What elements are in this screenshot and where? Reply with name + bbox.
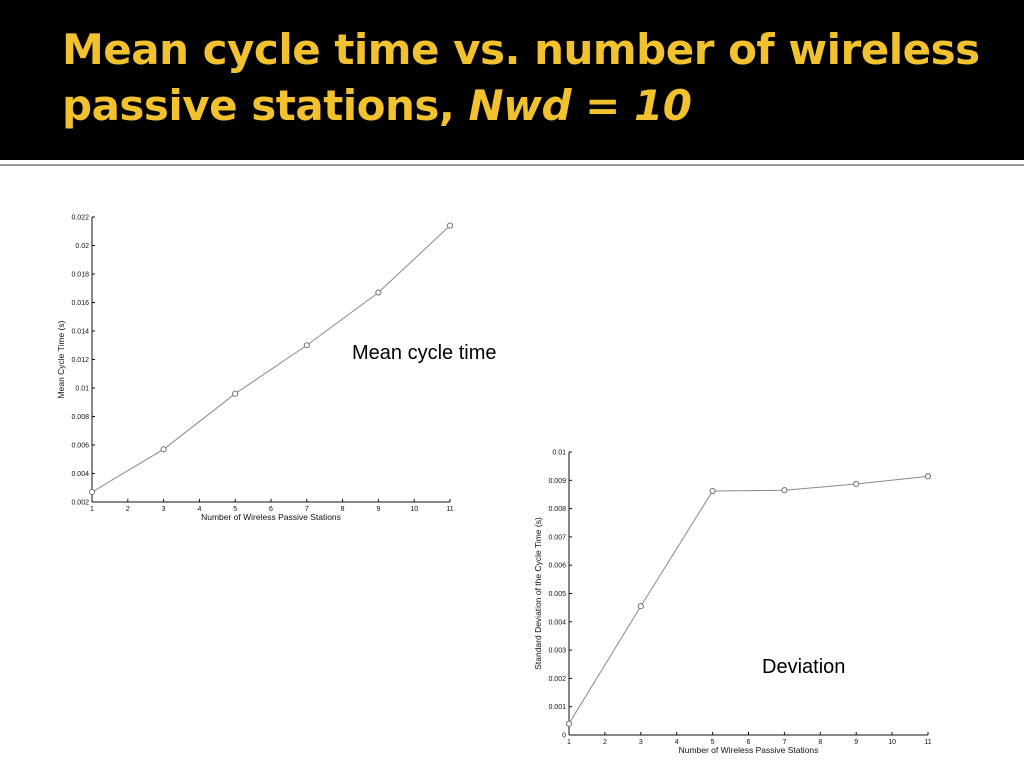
data-point	[160, 446, 167, 453]
x-tick-label: 7	[305, 506, 309, 513]
data-point	[781, 487, 788, 494]
y-tick-label: 0.001	[548, 704, 566, 711]
y-tick-label: 0.004	[71, 471, 89, 478]
data-point	[637, 603, 644, 610]
x-tick-label: 8	[818, 739, 822, 746]
x-tick-label: 3	[639, 739, 643, 746]
slide-title-italic: Nwd = 10	[468, 81, 692, 130]
x-tick-label: 3	[162, 506, 166, 513]
mean-cycle-time-chart: 1 2 3 4 5 6 7 8 9 10 11 0.002 0.004 0.006 0.008 0.01 0.0…	[56, 215, 454, 523]
y-tick-label: 0.002	[71, 500, 89, 507]
y-tick-label: 0.006	[71, 443, 89, 450]
slide-title: Mean cycle time vs. number of wireless p…	[62, 22, 1002, 134]
x-tick-label: 4	[197, 506, 201, 513]
y-axis-label: Mean Cycle Time (s)	[56, 320, 66, 398]
series-line	[91, 225, 451, 493]
y-tick-label: 0.008	[548, 506, 566, 513]
x-tick-label: 8	[341, 506, 345, 513]
x-tick-label: 1	[90, 506, 94, 513]
mean-cycle-time-callout: Mean cycle time	[352, 342, 497, 364]
data-point	[303, 342, 310, 349]
data-point	[709, 488, 716, 495]
x-tick-label: 2	[126, 506, 130, 513]
series-line	[568, 475, 929, 724]
data-point	[375, 289, 382, 296]
y-tick-label: 0.01	[552, 450, 566, 457]
x-tick-label: 6	[747, 739, 751, 746]
x-tick-label: 5	[711, 739, 715, 746]
x-tick-label: 9	[376, 506, 380, 513]
data-point	[88, 488, 96, 496]
x-tick-label: 10	[888, 739, 896, 746]
slide-title-main: Mean cycle time vs. number of wireless p…	[62, 25, 980, 130]
x-tick-label: 11	[446, 506, 453, 513]
y-tick-label: 0.016	[71, 300, 89, 307]
title-bar: Mean cycle time vs. number of wireless p…	[0, 0, 1024, 160]
y-tick-label: 0.006	[548, 563, 566, 570]
x-tick-label: 7	[782, 739, 786, 746]
x-tick-label: 9	[854, 739, 858, 746]
y-tick-label: 0	[562, 733, 566, 740]
y-tick-label: 0.003	[548, 648, 566, 655]
x-tick-label: 10	[410, 506, 418, 513]
y-tick-label: 0.01	[75, 386, 89, 393]
x-axis-label: Number of Wireless Passive Stations	[679, 745, 819, 755]
data-point	[446, 222, 454, 229]
y-axis-label: Standard Deviation of the Cycle Time (s)	[533, 517, 543, 670]
data-point	[853, 480, 860, 488]
x-axis-label: Number of Wireless Passive Stations	[201, 512, 341, 522]
x-tick-label: 6	[269, 506, 273, 513]
y-tick-label: 0.02	[75, 243, 89, 250]
y-tick-label: 0.004	[548, 619, 566, 626]
slide-content: 1 2 3 4 5 6 7 8 9 10 11 0.002 0.004 0.006 0.008 0.01 0.0…	[0, 168, 1024, 768]
x-tick-label: 5	[233, 506, 237, 513]
y-tick-label: 0.002	[548, 676, 566, 683]
y-tick-label: 0.018	[71, 272, 89, 279]
deviation-callout: Deviation	[762, 656, 846, 678]
x-tick-label: 11	[924, 739, 931, 746]
y-tick-label: 0.014	[71, 329, 89, 336]
data-point	[924, 473, 932, 480]
y-tick-label: 0.007	[548, 534, 566, 541]
title-divider-line	[0, 164, 1024, 166]
data-point	[565, 720, 573, 727]
y-tick-label: 0.012	[71, 357, 89, 364]
y-tick-label: 0.008	[71, 414, 89, 421]
y-tick-label: 0.005	[548, 591, 566, 598]
deviation-chart: 1 2 3 4 5 6 7 8 9 10 11 0 0.001 0.002 0.003 0.004 0.005 0…	[533, 450, 932, 756]
y-tick-label: 0.009	[548, 478, 566, 485]
x-tick-label: 4	[675, 739, 679, 746]
x-tick-label: 2	[603, 739, 607, 746]
data-point	[232, 390, 239, 397]
y-tick-label: 0.022	[71, 215, 89, 222]
x-tick-label: 1	[567, 739, 571, 746]
